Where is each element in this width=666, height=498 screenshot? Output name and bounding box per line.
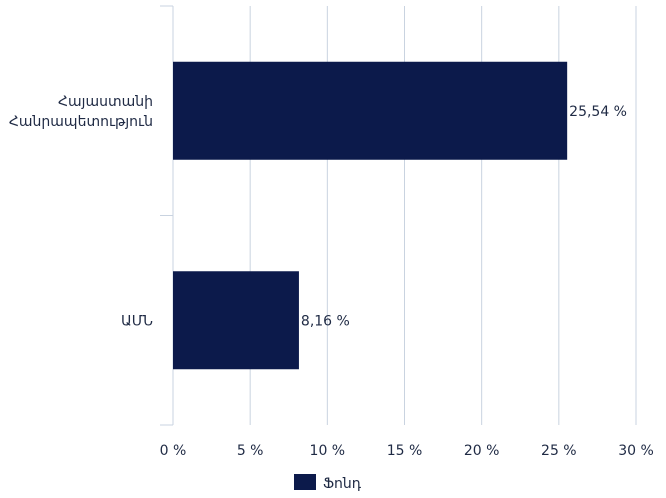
labels: 0 % 5 % 10 % 15 % 20 % 25 % 30 % 25,54 % Հայաստա… bbox=[9, 94, 654, 459]
bars bbox=[173, 61, 568, 370]
legend-label: Ֆոնդ bbox=[323, 476, 362, 492]
category-label: Հայաստանի Հանրապետություն bbox=[9, 94, 153, 130]
x-tick-label: 20 % bbox=[464, 443, 500, 459]
bar-data-label: 8,16 % bbox=[301, 313, 350, 329]
x-tick-label: 5 % bbox=[237, 443, 264, 459]
x-tick-label: 10 % bbox=[310, 443, 346, 459]
x-tick-label: 0 % bbox=[160, 443, 187, 459]
legend: Ֆոնդ bbox=[294, 474, 362, 492]
x-tick-label: 30 % bbox=[618, 443, 654, 459]
bar bbox=[173, 61, 568, 160]
x-tick-label: 15 % bbox=[387, 443, 423, 459]
legend-swatch bbox=[294, 474, 316, 490]
x-tick-label: 25 % bbox=[541, 443, 577, 459]
bar bbox=[173, 271, 299, 370]
bar-data-label: 25,54 % bbox=[569, 104, 627, 120]
category-label: ԱՄՆ bbox=[121, 313, 153, 329]
